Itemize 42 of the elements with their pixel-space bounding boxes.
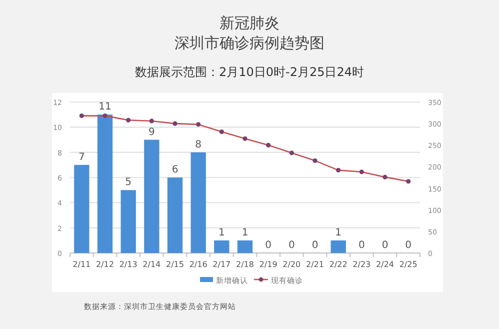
chart-title: 新冠肺炎 xyxy=(220,14,280,32)
x-tick-label: 2/11 xyxy=(72,260,91,269)
data-label: 0 xyxy=(405,240,412,251)
bar xyxy=(120,190,136,253)
data-label: 0 xyxy=(265,240,272,251)
data-label: 1 xyxy=(218,227,225,238)
bar xyxy=(190,152,206,253)
x-tick-label: 2/20 xyxy=(282,260,301,269)
bar xyxy=(74,164,90,253)
chart-subtitle: 深圳市确诊病例趋势图 xyxy=(174,34,324,52)
x-tick-label: 2/19 xyxy=(259,260,278,269)
x-tick-label: 2/13 xyxy=(119,260,138,269)
x-tick-label: 2/23 xyxy=(352,260,371,269)
data-label: 1 xyxy=(242,227,248,238)
x-tick-label: 2/18 xyxy=(236,260,254,269)
data-label: 5 xyxy=(125,177,132,188)
x-tick-label: 2/22 xyxy=(329,260,348,269)
x-tick-label: 2/16 xyxy=(189,260,208,269)
data-label: 0 xyxy=(312,240,318,251)
data-label: 1 xyxy=(335,227,342,238)
data-label: 0 xyxy=(358,240,365,251)
bar xyxy=(144,140,160,253)
x-tick-label: 2/17 xyxy=(212,260,231,269)
data-label: 0 xyxy=(382,240,388,251)
data-label: 11 xyxy=(98,102,112,113)
x-tick-label: 2/15 xyxy=(166,260,184,269)
bar xyxy=(330,240,346,253)
bar xyxy=(167,178,183,253)
x-tick-label: 2/14 xyxy=(142,260,161,269)
x-tick-label: 2/21 xyxy=(306,260,324,269)
bar xyxy=(97,114,113,253)
data-label: 7 xyxy=(78,152,85,163)
data-label: 0 xyxy=(288,240,295,251)
x-tick-label: 2/12 xyxy=(96,260,114,269)
data-label: 6 xyxy=(172,164,178,176)
bar xyxy=(237,240,253,253)
bar xyxy=(214,240,230,253)
data-label: 8 xyxy=(195,139,202,150)
x-tick-label: 2/24 xyxy=(376,260,394,269)
text: 数据展示范围：2月10日0时-2月25日24时 xyxy=(134,65,364,79)
data-label: 9 xyxy=(148,126,155,138)
x-tick-label: 2/25 xyxy=(399,260,418,269)
